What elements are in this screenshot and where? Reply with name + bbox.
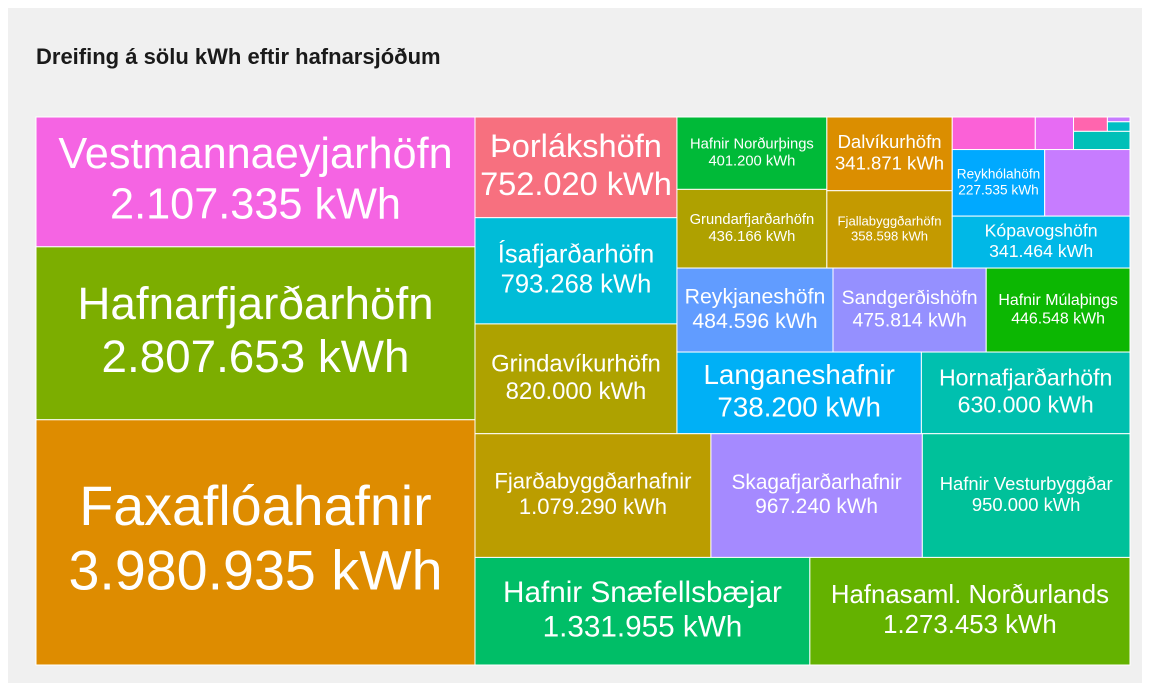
tile-value-label: 967.240 kWh — [755, 495, 878, 518]
tile — [985, 267, 1131, 353]
tile-value-label: 341.871 kWh — [835, 153, 944, 174]
tile — [951, 116, 1036, 151]
tile-label: Faxaflóahafnir — [79, 475, 431, 537]
tile-label: Ísafjarðarhöfn — [498, 240, 654, 269]
tile-label: Hafnir Norðurþings — [690, 137, 814, 153]
tile-value-label: 752.020 kWh — [480, 166, 672, 202]
tile-value-label: 793.268 kWh — [501, 270, 652, 298]
tile-label: Kópavogshöfn — [985, 221, 1098, 241]
tile — [676, 351, 922, 435]
tile-value-label: 1.273.453 kWh — [883, 611, 1057, 639]
tile — [710, 433, 923, 558]
tile-label: Hafnir Múlaþings — [998, 292, 1118, 309]
tile-value-label: 341.464 kWh — [989, 241, 1093, 261]
tile — [474, 116, 678, 219]
tile-value-label: 1.331.955 kWh — [543, 610, 743, 643]
tile-label: Þorlákshöfn — [490, 128, 662, 164]
tile — [35, 246, 476, 421]
tile-value-label: 401.200 kWh — [708, 154, 795, 170]
tile — [920, 351, 1131, 435]
tile-label: Vestmannaeyjarhöfn — [58, 130, 452, 178]
tile-label: Skagafjarðarhafnir — [732, 471, 902, 494]
tile — [1106, 116, 1131, 123]
tile — [474, 433, 712, 558]
tile-value-label: 738.200 kWh — [717, 391, 881, 422]
tile-label: Grundarfjarðarhöfn — [690, 212, 815, 228]
tile — [826, 116, 953, 192]
tile-label: Reykjaneshöfn — [685, 284, 826, 308]
tile-label: Dalvíkurhöfn — [838, 131, 942, 152]
tile-value-label: 630.000 kWh — [958, 391, 1094, 417]
tile-label: Hornafjarðarhöfn — [939, 365, 1112, 391]
tile-value-label: 484.596 kWh — [692, 309, 817, 333]
tile — [1044, 149, 1131, 217]
tile — [951, 215, 1131, 269]
tile — [35, 116, 476, 248]
tile-value-label: 2.807.653 kWh — [102, 331, 410, 382]
tile-value-label: 820.000 kWh — [506, 378, 647, 405]
tile — [1073, 130, 1131, 151]
tile — [809, 556, 1131, 666]
tile-value-label: 475.814 kWh — [852, 309, 966, 331]
tile-label: Hafnarfjarðarhöfn — [77, 278, 433, 329]
tile — [1034, 116, 1075, 151]
tile — [1073, 116, 1108, 132]
tile-value-label: 227.535 kWh — [958, 182, 1038, 197]
tile-value-label: 1.079.290 kWh — [519, 494, 667, 519]
tile-label: Fjallabyggðarhöfn — [838, 213, 942, 228]
tile — [921, 433, 1131, 558]
tile — [676, 188, 828, 269]
tile — [676, 116, 828, 190]
tile-value-label: 2.107.335 kWh — [110, 180, 401, 228]
tile-value-label: 950.000 kWh — [972, 494, 1080, 515]
tile-label: Fjarðabyggðarhafnir — [494, 469, 691, 494]
tile-label: Langaneshafnir — [704, 359, 895, 390]
tile-value-label: 358.598 kWh — [851, 228, 928, 243]
tile-label: Hafnir Vesturbyggðar — [940, 473, 1113, 494]
tile — [826, 190, 953, 269]
tile-label: Sandgerðishöfn — [842, 287, 978, 309]
tile — [35, 419, 476, 666]
tile — [1106, 121, 1131, 132]
tile — [474, 556, 811, 666]
tile-label: Reykhólahöfn — [957, 167, 1041, 182]
tile — [676, 267, 834, 353]
tile-value-label: 446.548 kWh — [1011, 311, 1105, 328]
tile-value-label: 3.980.935 kWh — [68, 539, 442, 601]
tile-value-label: 436.166 kWh — [708, 229, 795, 245]
tile-label: Hafnir Snæfellsbæjar — [503, 576, 782, 609]
chart-title: Dreifing á sölu kWh eftir hafnarsjóðum — [36, 44, 441, 69]
tile-label: Hafnasaml. Norðurlands — [831, 581, 1109, 609]
tile — [832, 267, 987, 353]
tile-label: Grindavíkurhöfn — [491, 350, 661, 377]
